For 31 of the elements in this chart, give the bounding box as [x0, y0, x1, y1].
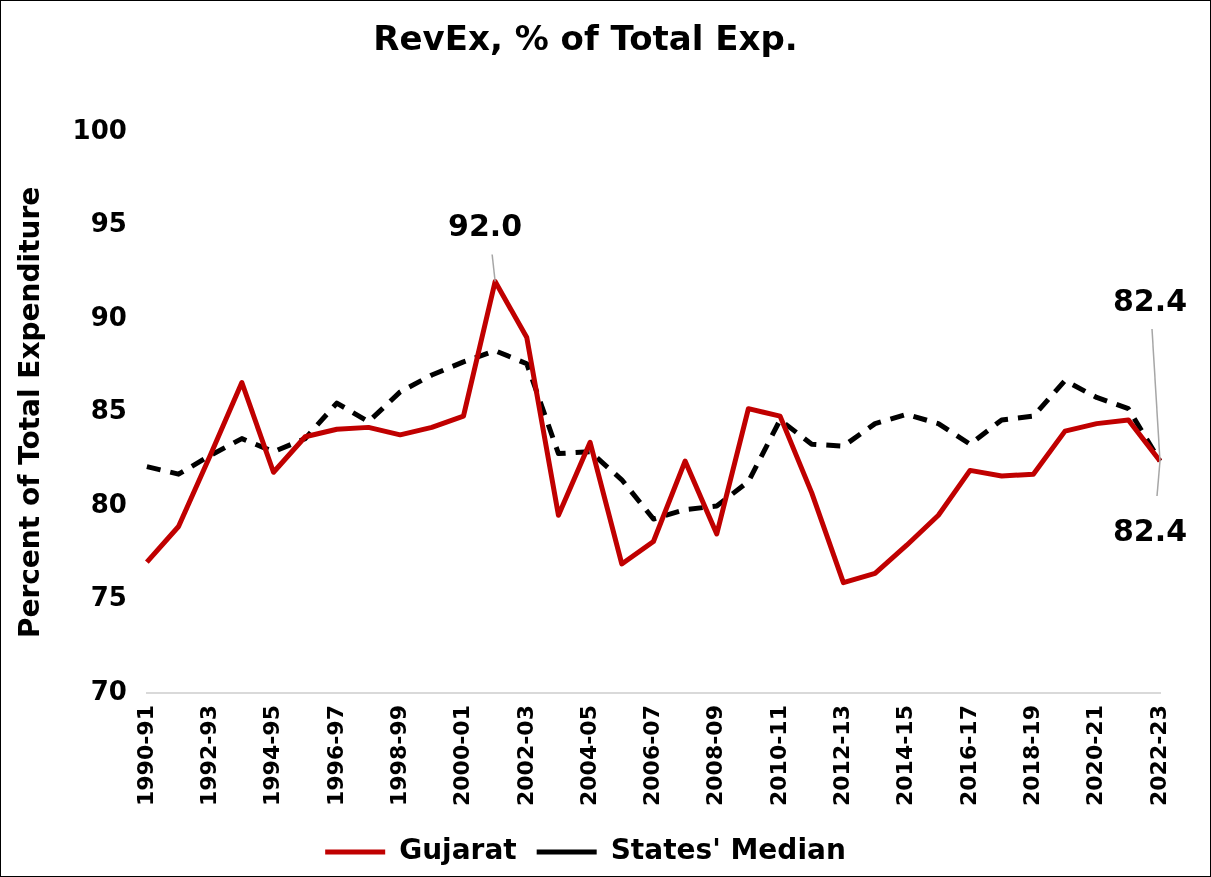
- x-tick-label: 2016-17: [955, 705, 981, 807]
- x-tick-label: 2012-13: [829, 705, 855, 807]
- data-label: 92.0: [448, 208, 523, 244]
- legend-label: States' Median: [610, 833, 846, 867]
- y-tick-label: 75: [90, 582, 127, 613]
- x-tick-label: 1990-91: [132, 705, 158, 807]
- y-tick-label: 95: [90, 208, 127, 239]
- x-tick-label: 1998-99: [385, 705, 411, 807]
- x-tick-label: 2000-01: [449, 705, 475, 807]
- y-tick-label: 70: [90, 675, 127, 706]
- x-tick-label: 2020-21: [1082, 705, 1108, 807]
- x-tick-label: 2018-19: [1019, 705, 1045, 807]
- legend-label: Gujarat: [399, 833, 517, 867]
- chart-title: RevEx, % of Total Exp.: [373, 18, 798, 59]
- x-tick-label: 2022-23: [1145, 705, 1171, 807]
- x-tick-label: 2014-15: [892, 705, 918, 807]
- y-axis-title: Percent of Total Expenditure: [13, 186, 47, 639]
- x-tick-label: 2008-09: [702, 705, 728, 807]
- x-tick-label: 1996-97: [322, 705, 348, 807]
- y-tick-label: 100: [72, 114, 127, 145]
- x-tick-label: 1992-93: [195, 705, 221, 807]
- y-tick-label: 80: [90, 488, 127, 519]
- x-tick-label: 2002-03: [512, 705, 538, 807]
- x-tick-label: 2004-05: [575, 705, 601, 807]
- data-label: 82.4: [1112, 283, 1188, 319]
- x-tick-label: 2010-11: [765, 705, 791, 807]
- y-tick-label: 90: [90, 301, 127, 332]
- y-tick-label: 85: [90, 395, 127, 426]
- x-tick-label: 2006-07: [639, 705, 665, 807]
- x-tick-label: 1994-95: [259, 705, 285, 807]
- data-label: 82.4: [1112, 513, 1188, 549]
